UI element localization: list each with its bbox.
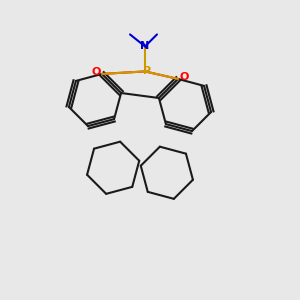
Text: O: O <box>91 67 101 77</box>
Text: N: N <box>140 41 150 51</box>
Text: O: O <box>179 72 189 82</box>
Text: P: P <box>143 66 151 76</box>
